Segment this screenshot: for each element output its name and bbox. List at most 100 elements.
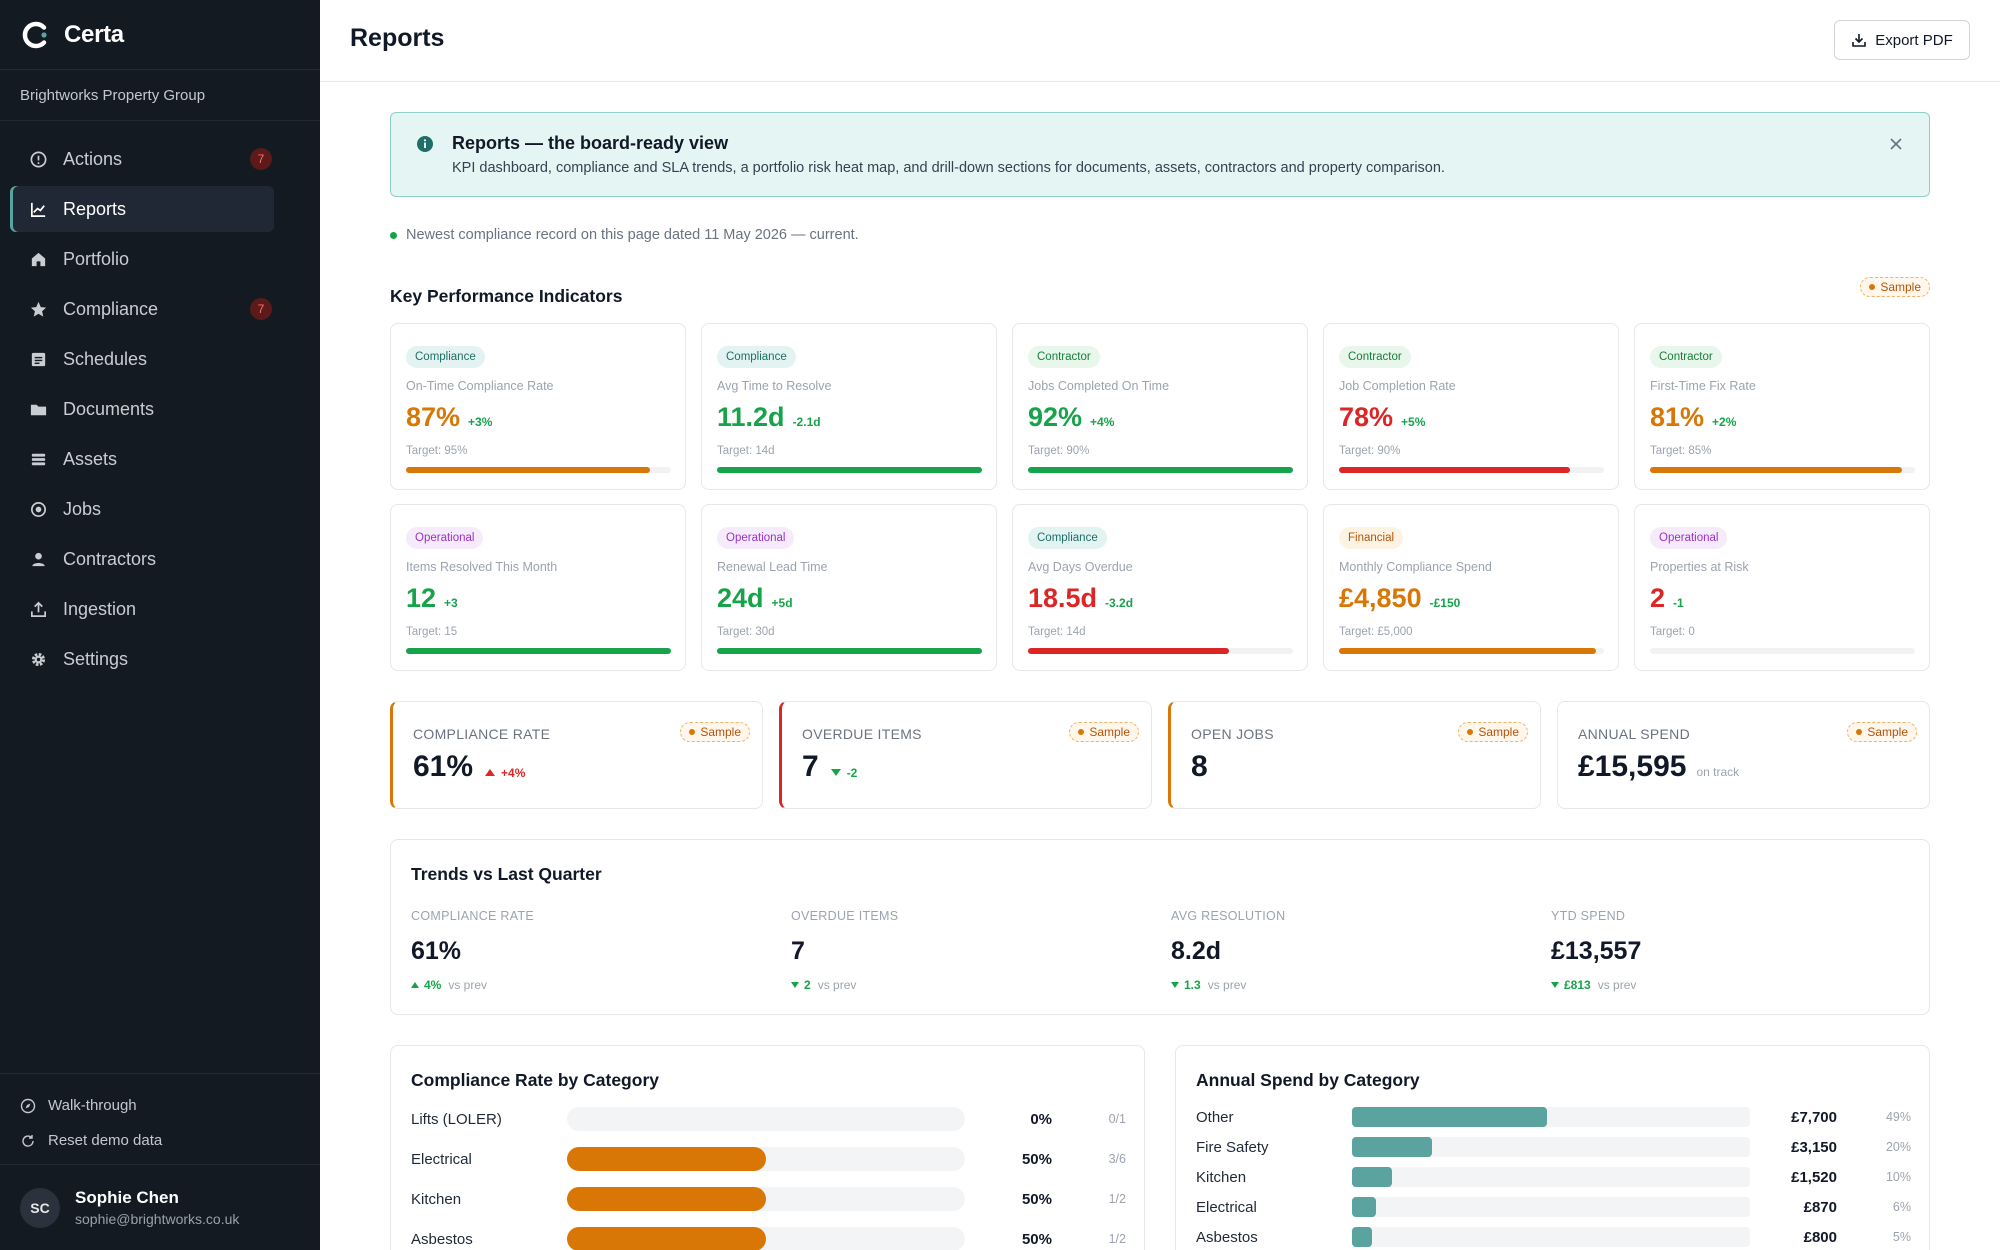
kpi-card[interactable]: Contractor First-Time Fix Rate 81% +2% Targe… bbox=[1634, 323, 1930, 490]
kpi-target: Target: 90% bbox=[1339, 445, 1401, 457]
kpi-value-row: 92% +4% bbox=[1028, 402, 1114, 433]
category-row[interactable]: Kitchen £1,520 10% bbox=[1196, 1164, 1911, 1190]
category-fraction: 3/6 bbox=[1108, 1152, 1126, 1166]
nav-item-schedules[interactable]: Schedules bbox=[10, 336, 274, 382]
kpi-card[interactable]: Contractor Job Completion Rate 78% +5% Targe… bbox=[1323, 323, 1619, 490]
banner-text: KPI dashboard, compliance and SLA trends… bbox=[452, 160, 1445, 176]
kpi-card[interactable]: Compliance Avg Days Overdue 18.5d -3.2d Targ… bbox=[1012, 504, 1308, 671]
walkthrough-label: Walk-through bbox=[48, 1097, 137, 1114]
freshness-text: Newest compliance record on this page da… bbox=[406, 227, 859, 243]
summary-delta-value: -2 bbox=[846, 765, 858, 780]
alert-circle-icon bbox=[28, 149, 48, 169]
sample-dot bbox=[1467, 729, 1474, 735]
kpi-label: Job Completion Rate bbox=[1339, 379, 1456, 393]
category-share: 20% bbox=[1885, 1140, 1911, 1154]
kpi-card[interactable]: Compliance Avg Time to Resolve 11.2d -2.1d T… bbox=[701, 323, 997, 490]
kpi-category-tag: Contractor bbox=[1028, 346, 1100, 368]
summary-card[interactable]: OPEN JOBS 8 Sample bbox=[1168, 701, 1541, 809]
home-icon bbox=[28, 249, 48, 269]
page-title: Reports bbox=[350, 24, 445, 52]
kpi-progress-fill bbox=[1339, 467, 1570, 473]
category-share: 6% bbox=[1892, 1200, 1911, 1214]
kpi-section-title: Key Performance Indicators bbox=[390, 286, 623, 306]
category-row[interactable]: Lifts (LOLER) 0% 0/1 bbox=[411, 1106, 1126, 1132]
kpi-card[interactable]: Compliance On-Time Compliance Rate 87% +3% T… bbox=[390, 323, 686, 490]
kpi-progress-fill bbox=[1028, 648, 1230, 654]
summary-label: OVERDUE ITEMS bbox=[802, 726, 922, 742]
nav-item-reports[interactable]: Reports bbox=[10, 186, 274, 232]
kpi-value-row: 12 +3 bbox=[406, 583, 458, 614]
kpi-card[interactable]: Contractor Jobs Completed On Time 92% +4% Ta… bbox=[1012, 323, 1308, 490]
category-rate: 0% bbox=[1030, 1110, 1052, 1128]
kpi-target: Target: 14d bbox=[717, 445, 775, 457]
kpi-card[interactable]: Financial Monthly Compliance Spend £4,850-… bbox=[1323, 504, 1619, 671]
kpi-target: Target: 85% bbox=[1650, 445, 1712, 457]
kpi-progress-fill bbox=[1339, 648, 1597, 654]
nav-item-documents[interactable]: Documents bbox=[10, 386, 274, 432]
category-bar-fill bbox=[1352, 1107, 1548, 1127]
compliance-by-category-panel: Compliance Rate by Category Lifts (LOLER… bbox=[390, 1045, 1145, 1250]
category-row[interactable]: Asbestos 50% 1/2 bbox=[411, 1226, 1126, 1250]
nav-item-ingestion[interactable]: Ingestion bbox=[10, 586, 274, 632]
category-bar-track bbox=[567, 1147, 965, 1171]
nav-item-portfolio[interactable]: Portfolio bbox=[10, 236, 274, 282]
category-bar-fill bbox=[1352, 1227, 1372, 1247]
summary-card[interactable]: OVERDUE ITEMS 7 -2 Sample bbox=[779, 701, 1152, 809]
actions-count-badge: 7 bbox=[250, 148, 272, 170]
kpi-card[interactable]: Operational Items Resolved This Month 12 +3… bbox=[390, 504, 686, 671]
kpi-category-tag: Contractor bbox=[1339, 346, 1411, 368]
status-dot bbox=[390, 231, 397, 239]
category-bar-fill bbox=[567, 1187, 766, 1211]
summary-card[interactable]: ANNUAL SPEND £15,595 on track Sample bbox=[1557, 701, 1930, 809]
category-row[interactable]: Fire Safety £3,150 20% bbox=[1196, 1134, 1911, 1160]
trend-down-icon bbox=[791, 982, 799, 988]
kpi-category-tag: Compliance bbox=[1028, 527, 1107, 549]
kpi-delta: -2.1d bbox=[792, 415, 821, 429]
category-row[interactable]: Kitchen 50% 1/2 bbox=[411, 1186, 1126, 1212]
compliance-count-badge: 7 bbox=[250, 298, 272, 320]
category-row[interactable]: Asbestos £800 5% bbox=[1196, 1224, 1911, 1250]
sample-label: Sample bbox=[1867, 725, 1908, 739]
walkthrough-link[interactable]: Walk-through bbox=[0, 1088, 320, 1123]
category-fraction: 0/1 bbox=[1108, 1112, 1126, 1126]
kpi-card[interactable]: Operational Properties at Risk 2 -1 Target: … bbox=[1634, 504, 1930, 671]
kpi-progress-fill bbox=[717, 467, 982, 473]
summary-value: £15,595 bbox=[1578, 750, 1687, 783]
kpi-target: Target: 95% bbox=[406, 445, 468, 457]
kpi-progress-fill bbox=[1650, 467, 1902, 473]
category-row[interactable]: Electrical £870 6% bbox=[1196, 1194, 1911, 1220]
kpi-value: 78% bbox=[1339, 402, 1394, 432]
category-bar-fill bbox=[1352, 1197, 1376, 1217]
info-icon bbox=[417, 136, 433, 152]
category-label: Asbestos bbox=[1196, 1228, 1258, 1246]
download-icon bbox=[1852, 34, 1867, 47]
summary-card[interactable]: COMPLIANCE RATE 61% +4% Sample bbox=[390, 701, 763, 809]
nav-item-actions[interactable]: Actions 7 bbox=[10, 136, 274, 182]
category-row[interactable]: Electrical 50% 3/6 bbox=[411, 1146, 1126, 1172]
kpi-card[interactable]: Operational Renewal Lead Time 24d +5d Target… bbox=[701, 504, 997, 671]
export-pdf-button[interactable]: Export PDF bbox=[1834, 20, 1970, 60]
user-profile[interactable]: SC Sophie Chen sophie@brightworks.co.uk bbox=[0, 1164, 320, 1250]
nav-item-jobs[interactable]: Jobs bbox=[10, 486, 274, 532]
category-spend: £870 bbox=[1803, 1198, 1837, 1216]
category-row[interactable]: Other £7,700 49% bbox=[1196, 1104, 1911, 1130]
nav-item-compliance[interactable]: Compliance 7 bbox=[10, 286, 274, 332]
close-icon[interactable] bbox=[1887, 135, 1905, 153]
category-bar-fill bbox=[1352, 1137, 1432, 1157]
nav-item-assets[interactable]: Assets bbox=[10, 436, 274, 482]
data-freshness-note: Newest compliance record on this page da… bbox=[390, 227, 859, 243]
kpi-delta: +5% bbox=[1401, 415, 1426, 429]
kpi-progress-track bbox=[717, 648, 982, 654]
gear-icon bbox=[28, 649, 48, 669]
category-share: 49% bbox=[1885, 1110, 1911, 1124]
user-email: sophie@brightworks.co.uk bbox=[75, 1211, 240, 1227]
app-logo[interactable]: Certa bbox=[0, 0, 320, 70]
sample-label: Sample bbox=[1880, 280, 1921, 294]
nav-item-contractors[interactable]: Contractors bbox=[10, 536, 274, 582]
kpi-value-row: 24d +5d bbox=[717, 583, 793, 614]
reset-demo-link[interactable]: Reset demo data bbox=[0, 1123, 320, 1158]
summary-subtext: on track bbox=[1696, 765, 1740, 779]
kpi-value-row: 18.5d -3.2d bbox=[1028, 583, 1133, 614]
summary-delta-value: +4% bbox=[501, 765, 526, 780]
nav-item-settings[interactable]: Settings bbox=[10, 636, 274, 682]
